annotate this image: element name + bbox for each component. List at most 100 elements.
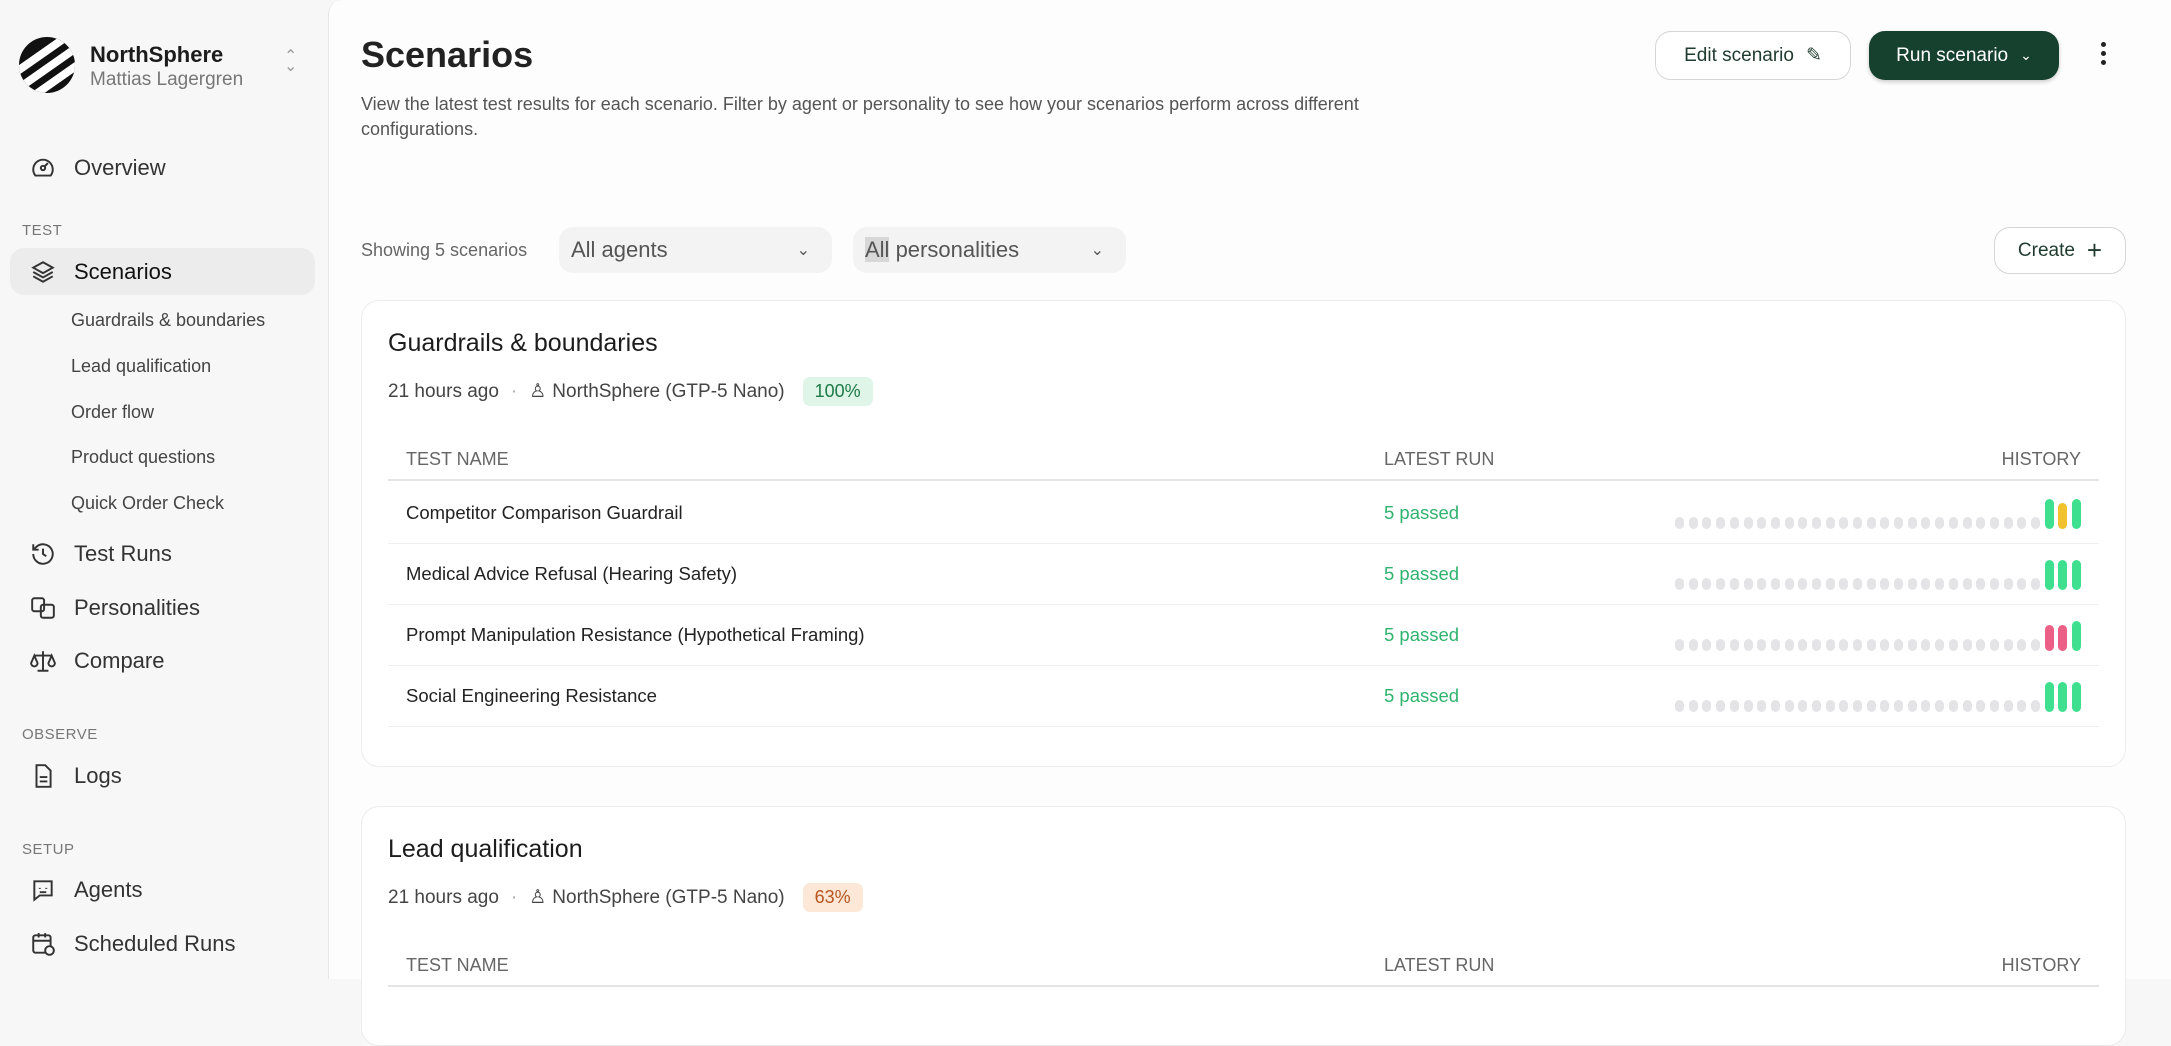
history-pass-bar[interactable] bbox=[2044, 560, 2054, 590]
sidebar-item-personalities[interactable]: Personalities bbox=[30, 595, 200, 621]
history-empty-dot bbox=[1976, 578, 1986, 590]
history-pass-bar[interactable] bbox=[2072, 499, 2081, 529]
scenario-title[interactable]: Lead qualification bbox=[388, 835, 583, 863]
run-scenario-button[interactable]: Run scenario ⌄ bbox=[1869, 31, 2059, 80]
org-name[interactable]: NorthSphere bbox=[90, 42, 224, 67]
table-row[interactable]: Medical Advice Refusal (Hearing Safety) … bbox=[388, 544, 2099, 605]
history-icon bbox=[32, 543, 54, 565]
history-empty-dot bbox=[1811, 700, 1821, 712]
sidebar-item-scheduled-runs[interactable]: Scheduled Runs bbox=[30, 931, 235, 957]
history-empty-dot bbox=[1894, 700, 1904, 712]
more-options-icon[interactable] bbox=[2101, 42, 2106, 65]
masks-icon bbox=[31, 597, 55, 619]
table-row[interactable]: Prompt Manipulation Resistance (Hypothet… bbox=[388, 605, 2099, 666]
history-empty-dot bbox=[1880, 700, 1890, 712]
sidebar-item-compare[interactable]: Compare bbox=[30, 648, 164, 674]
history-warn-bar[interactable] bbox=[2058, 503, 2068, 529]
latest-run-status: 5 passed bbox=[1384, 563, 1460, 584]
history-sparkline bbox=[1675, 499, 2081, 529]
scenario-title[interactable]: Guardrails & boundaries bbox=[388, 329, 658, 357]
history-fail-bar[interactable] bbox=[2044, 625, 2054, 651]
sidebar-subitem[interactable]: Lead qualification bbox=[71, 356, 212, 376]
history-empty-dot bbox=[1688, 639, 1698, 651]
latest-run-status: 5 passed bbox=[1384, 685, 1460, 706]
agent-name: NorthSphere (GTP-5 Nano) bbox=[552, 886, 785, 908]
sidebar-item-label: Compare bbox=[74, 648, 165, 673]
scenario-card[interactable]: Lead qualification 21 hours ago · ♙ Nort… bbox=[361, 806, 2126, 1046]
sidebar-item-agents[interactable]: Agents bbox=[30, 877, 143, 903]
sidebar-item-test-runs[interactable]: Test Runs bbox=[30, 541, 172, 567]
history-empty-dot bbox=[1770, 700, 1780, 712]
sidebar-item-logs[interactable]: Logs bbox=[30, 763, 122, 789]
personality-filter-select[interactable]: All personalities ⌄ bbox=[853, 227, 1126, 273]
sidebar-item-label: Scheduled Runs bbox=[74, 931, 236, 956]
sidebar-item-scenarios[interactable]: Scenarios bbox=[10, 248, 315, 295]
history-empty-dot bbox=[1757, 639, 1767, 651]
last-run-time: 21 hours ago bbox=[388, 886, 499, 908]
history-empty-dot bbox=[2003, 700, 2013, 712]
scenario-card[interactable]: Guardrails & boundaries 21 hours ago · ♙… bbox=[361, 300, 2126, 767]
org-logo bbox=[19, 37, 75, 93]
history-empty-dot bbox=[1770, 578, 1780, 590]
history-empty-dot bbox=[1880, 578, 1890, 590]
history-empty-dot bbox=[1948, 639, 1958, 651]
sidebar-item-label: Scenarios bbox=[74, 258, 172, 284]
history-empty-dot bbox=[1935, 700, 1945, 712]
history-empty-dot bbox=[1839, 700, 1849, 712]
sidebar-subitem[interactable]: Quick Order Check bbox=[71, 493, 225, 513]
edit-scenario-button[interactable]: Edit scenario ✎ bbox=[1655, 31, 1851, 80]
chevron-down-icon: ⌄ bbox=[796, 242, 810, 259]
sidebar-subitem[interactable]: Guardrails & boundaries bbox=[71, 310, 266, 330]
history-pass-bar[interactable] bbox=[2058, 682, 2068, 712]
history-pass-bar[interactable] bbox=[2044, 499, 2054, 529]
section-label-setup: SETUP bbox=[22, 841, 75, 858]
history-empty-dot bbox=[1935, 639, 1945, 651]
history-empty-dot bbox=[1702, 578, 1712, 590]
sidebar-subitem[interactable]: Product questions bbox=[71, 447, 216, 467]
history-pass-bar[interactable] bbox=[2072, 621, 2081, 651]
history-sparkline bbox=[1675, 560, 2081, 590]
history-empty-dot bbox=[1784, 517, 1794, 529]
table-row[interactable]: Competitor Comparison Guardrail 5 passed bbox=[388, 483, 2099, 544]
history-empty-dot bbox=[1880, 517, 1890, 529]
history-sparkline bbox=[1675, 682, 2081, 712]
column-header-latest-run: LATEST RUN bbox=[1384, 449, 1495, 469]
page-title: Scenarios bbox=[361, 34, 534, 75]
history-pass-bar[interactable] bbox=[2072, 682, 2081, 712]
test-name[interactable]: Prompt Manipulation Resistance (Hypothet… bbox=[406, 624, 865, 645]
sidebar-subitem[interactable]: Order flow bbox=[71, 402, 155, 422]
main-content: Scenarios View the latest test results f… bbox=[328, 0, 2171, 1046]
create-button[interactable]: Create + bbox=[1994, 227, 2126, 274]
history-pass-bar[interactable] bbox=[2044, 682, 2054, 712]
scenario-meta: 21 hours ago · ♙ NorthSphere (GTP-5 Nano… bbox=[388, 883, 863, 912]
test-name[interactable]: Competitor Comparison Guardrail bbox=[406, 502, 683, 523]
test-name[interactable]: Social Engineering Resistance bbox=[406, 685, 657, 706]
history-pass-bar[interactable] bbox=[2058, 560, 2068, 590]
history-empty-dot bbox=[1962, 517, 1972, 529]
history-empty-dot bbox=[1729, 578, 1739, 590]
sidebar-item-overview[interactable]: Overview bbox=[30, 155, 166, 181]
test-name[interactable]: Medical Advice Refusal (Hearing Safety) bbox=[406, 563, 738, 584]
history-empty-dot bbox=[1688, 700, 1698, 712]
history-empty-dot bbox=[1907, 517, 1917, 529]
history-empty-dot bbox=[2017, 578, 2027, 590]
history-empty-dot bbox=[1675, 578, 1685, 590]
scenario-meta: 21 hours ago · ♙ NorthSphere (GTP-5 Nano… bbox=[388, 377, 873, 406]
history-empty-dot bbox=[1839, 517, 1849, 529]
bot-message-icon bbox=[33, 880, 53, 902]
history-empty-dot bbox=[1935, 517, 1945, 529]
last-run-time: 21 hours ago bbox=[388, 380, 499, 402]
history-pass-bar[interactable] bbox=[2072, 560, 2081, 590]
sidebar-item-label: Test Runs bbox=[74, 541, 172, 566]
history-empty-dot bbox=[1716, 700, 1726, 712]
page-description: View the latest test results for each sc… bbox=[361, 94, 1359, 139]
history-empty-dot bbox=[1757, 578, 1767, 590]
chevron-up-down-icon[interactable]: ⌃ ⌄ bbox=[284, 48, 298, 75]
pencil-icon: ✎ bbox=[1805, 45, 1822, 66]
history-empty-dot bbox=[2017, 639, 2027, 651]
history-empty-dot bbox=[2030, 700, 2040, 712]
history-empty-dot bbox=[1839, 639, 1849, 651]
history-fail-bar[interactable] bbox=[2058, 625, 2068, 651]
agent-filter-select[interactable]: All agents ⌄ bbox=[559, 227, 832, 273]
table-row[interactable]: Social Engineering Resistance 5 passed bbox=[388, 666, 2099, 727]
